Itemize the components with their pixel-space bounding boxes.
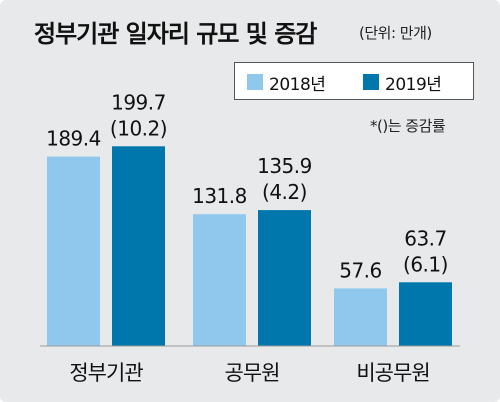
- legend-swatch-2018: [247, 74, 263, 90]
- legend-label-2019: 2019년: [385, 74, 442, 95]
- legend-label-2018: 2018년: [269, 74, 326, 95]
- change-label-2: (6.1): [403, 252, 448, 276]
- value-label-2018-0: 189.4: [46, 127, 101, 151]
- value-label-2018-2: 57.6: [339, 258, 382, 282]
- bar-2019-1: [258, 210, 311, 346]
- legend: 2018년 2019년: [234, 62, 474, 100]
- legend-item-2018: 2018년: [247, 72, 326, 95]
- category-label-1: 공무원: [225, 361, 280, 385]
- category-label-2: 비공무원: [356, 361, 429, 385]
- change-label-0: (10.2): [110, 116, 167, 140]
- bar-2019-2: [399, 282, 452, 346]
- value-label-2019-1: 135.9: [257, 154, 312, 178]
- unit-note: (단위: 만개): [359, 24, 432, 42]
- value-label-2019-2: 63.7: [404, 226, 447, 250]
- change-label-1: (4.2): [262, 180, 307, 204]
- bar-2019-0: [112, 146, 165, 346]
- chart-title: 정부기관 일자리 규모 및 증감: [34, 20, 317, 48]
- legend-swatch-2019: [363, 74, 379, 90]
- bar-2018-2: [334, 288, 387, 346]
- category-label-0: 정부기관: [69, 361, 143, 385]
- legend-item-2019: 2019년: [363, 72, 442, 95]
- value-label-2019-0: 199.7: [111, 90, 166, 114]
- bar-2018-1: [193, 214, 246, 346]
- bar-2018-0: [47, 156, 100, 346]
- value-label-2018-1: 131.8: [192, 184, 247, 208]
- change-rate-note: *()는 증감률: [370, 117, 446, 135]
